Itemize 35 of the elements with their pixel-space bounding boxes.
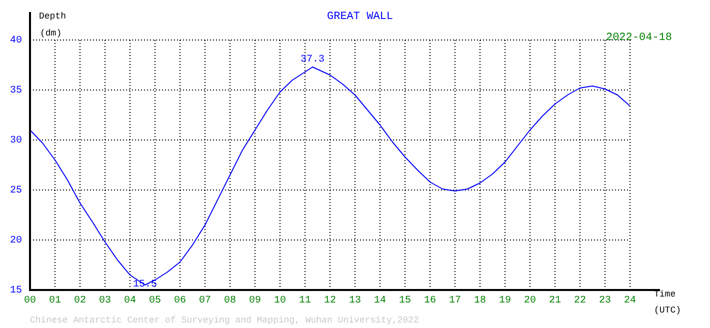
y-tick-label: 30 <box>10 136 22 147</box>
x-tick-label: 07 <box>198 296 212 307</box>
x-tick-label: 12 <box>324 296 336 307</box>
x-tick-label: 14 <box>374 296 386 307</box>
x-tick-label: 17 <box>448 296 462 307</box>
annotation: 2022-04-18 <box>606 32 672 44</box>
annotation: 37.3 <box>300 54 325 66</box>
y-tick-label: 35 <box>10 86 22 97</box>
x-tick-label: 21 <box>548 296 562 307</box>
x-tick-label: 15 <box>398 296 412 307</box>
x-tick-label: 09 <box>248 296 262 307</box>
x-tick-label: 00 <box>24 296 36 307</box>
x-tick-label: 02 <box>74 296 86 307</box>
y-tick-label: 40 <box>10 36 22 47</box>
x-tick-label: 20 <box>524 296 536 307</box>
x-tick-label: 16 <box>424 296 436 307</box>
x-tick-label: 18 <box>474 296 486 307</box>
x-tick-label: 24 <box>624 296 636 307</box>
x-tick-label: 19 <box>498 296 512 307</box>
x-tick-label: 04 <box>124 296 136 307</box>
x-tick-label: 01 <box>48 296 62 307</box>
y-axis-title: Depth (dm) <box>39 11 66 38</box>
x-tick-label: 11 <box>298 296 312 307</box>
y-tick-label: 25 <box>10 186 22 197</box>
x-tick-label: 06 <box>174 296 186 307</box>
chart-title: GREAT WALL <box>326 10 394 23</box>
x-tick-label: 08 <box>224 296 236 307</box>
x-tick-label: 13 <box>348 296 362 307</box>
y-tick-label: 20 <box>10 236 22 247</box>
y-tick-label: 15 <box>10 286 22 297</box>
x-tick-label: 10 <box>274 296 286 307</box>
x-tick-label: 03 <box>98 296 112 307</box>
x-tick-label: 05 <box>148 296 162 307</box>
x-tick-label: 22 <box>574 296 586 307</box>
x-tick-label: 23 <box>598 296 612 307</box>
